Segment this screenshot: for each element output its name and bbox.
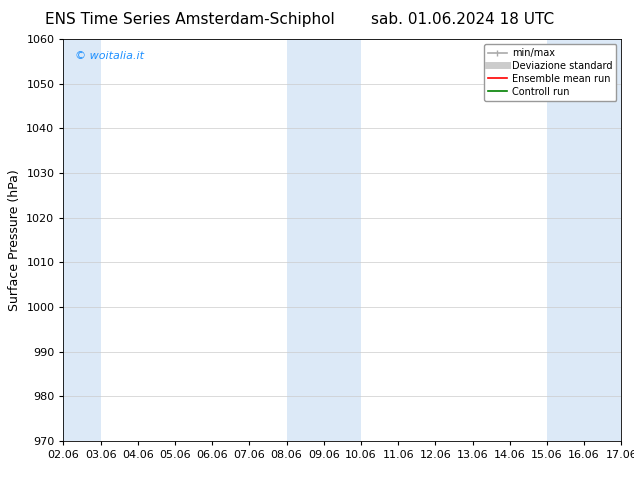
- Text: © woitalia.it: © woitalia.it: [75, 51, 143, 61]
- Bar: [63, 39, 101, 441]
- Text: ENS Time Series Amsterdam-Schiphol: ENS Time Series Amsterdam-Schiphol: [45, 12, 335, 27]
- Bar: [547, 39, 621, 441]
- Text: sab. 01.06.2024 18 UTC: sab. 01.06.2024 18 UTC: [372, 12, 554, 27]
- Bar: [287, 39, 361, 441]
- Y-axis label: Surface Pressure (hPa): Surface Pressure (hPa): [8, 169, 21, 311]
- Legend: min/max, Deviazione standard, Ensemble mean run, Controll run: min/max, Deviazione standard, Ensemble m…: [484, 44, 616, 100]
